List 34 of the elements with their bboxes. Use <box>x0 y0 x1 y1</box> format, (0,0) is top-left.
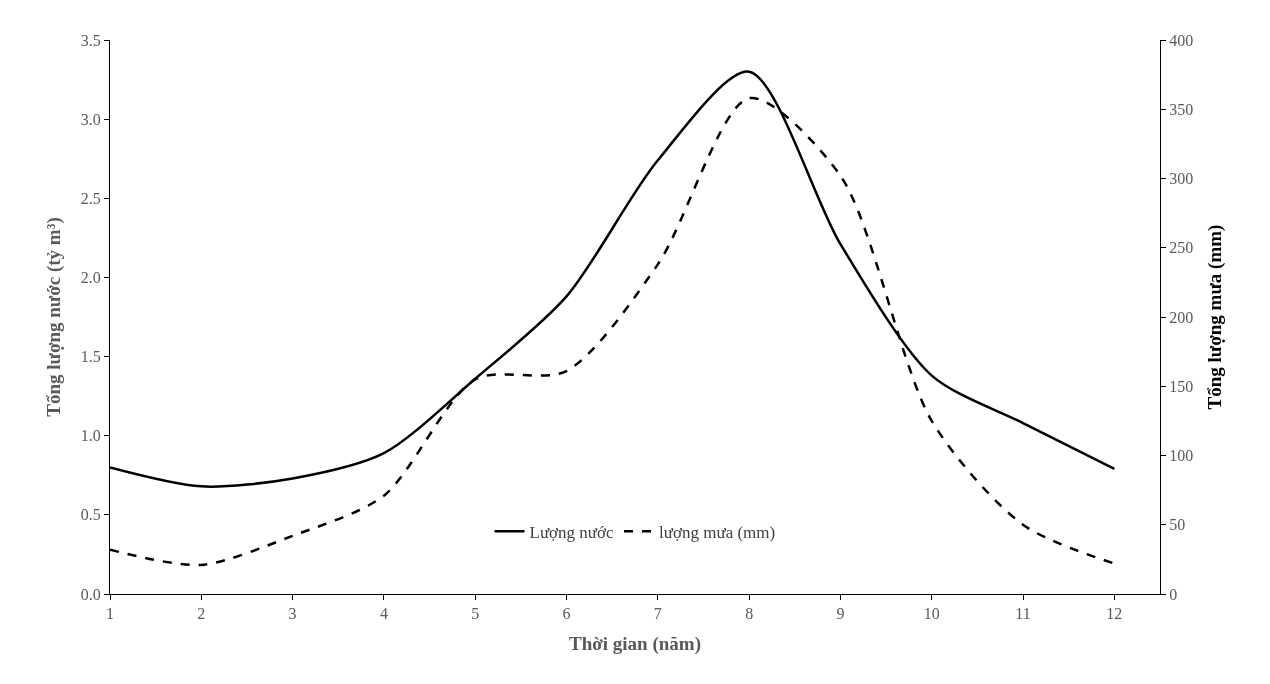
y2-tick-label: 300 <box>1169 170 1194 188</box>
y-tick-label: 1.5 <box>80 348 101 366</box>
y2-axis-title: Tổng lượng mưa (mm) <box>1204 224 1226 410</box>
y2-tick-label: 200 <box>1169 308 1194 326</box>
x-tick-label: 5 <box>471 605 480 623</box>
x-tick-label: 7 <box>653 605 662 623</box>
y-axis-title: Tổng lượng nước (tỷ m³) <box>42 217 65 417</box>
y2-tick-label: 400 <box>1169 31 1194 49</box>
x-tick-label: 2 <box>197 605 206 623</box>
y2-tick-label: 350 <box>1169 100 1194 118</box>
x-axis-title: Thời gian (năm) <box>569 633 701 655</box>
x-tick-label: 3 <box>288 605 297 623</box>
y-tick-label: 0.5 <box>80 506 101 524</box>
x-tick-label: 8 <box>745 605 754 623</box>
x-tick-label: 4 <box>379 605 388 623</box>
y-tick-label: 2.5 <box>80 189 101 207</box>
y-tick-label: 2.0 <box>80 269 101 287</box>
x-tick-label: 9 <box>836 605 845 623</box>
y2-tick-label: 50 <box>1169 516 1186 534</box>
y-tick-label: 3.0 <box>80 110 101 128</box>
x-tick-label: 11 <box>1015 605 1031 623</box>
y-tick-label: 1.0 <box>80 427 101 445</box>
y2-tick-label: 150 <box>1169 377 1194 395</box>
x-tick-label: 10 <box>923 605 940 623</box>
legend-label: Lượng nước <box>529 522 615 542</box>
y-tick-label: 3.5 <box>80 31 101 49</box>
y2-tick-label: 0 <box>1169 585 1178 603</box>
x-tick-label: 1 <box>106 605 114 623</box>
y-tick-label: 0.0 <box>80 585 101 603</box>
x-tick-label: 12 <box>1106 605 1123 623</box>
y2-tick-label: 250 <box>1169 239 1194 257</box>
x-tick-label: 6 <box>562 605 571 623</box>
y2-tick-label: 100 <box>1169 447 1194 465</box>
legend-label: lượng mưa (mm) <box>659 522 776 542</box>
